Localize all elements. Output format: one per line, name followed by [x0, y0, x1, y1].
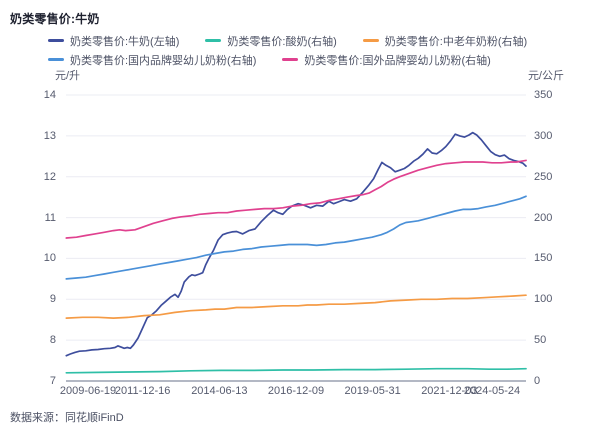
series-line [65, 131, 527, 357]
legend-line-swatch-icon [48, 58, 64, 61]
legend-line-swatch-icon [282, 58, 299, 61]
right-axis-unit-label: 元/公斤 [527, 70, 564, 82]
left-axis-unit-label: 元/升 [55, 70, 81, 82]
legend-item[interactable]: 奶类零售价:国外品牌婴幼儿奶粉(右轴) [282, 52, 491, 68]
x-axis-tick-label: 2021-12-03 [421, 385, 478, 397]
x-axis-tick-label: 2011-12-16 [114, 385, 171, 397]
left-axis-tick: 7 [49, 375, 56, 387]
legend-item-label: 奶类零售价:国外品牌婴幼儿奶粉(右轴) [304, 54, 491, 67]
left-axis-tick: 12 [43, 170, 56, 183]
right-axis-tick: 300 [534, 129, 553, 142]
right-axis-tick: 350 [534, 89, 553, 101]
series-line [65, 195, 527, 280]
x-axis-tick-label: 2016-12-09 [267, 385, 325, 397]
right-axis-tick: 200 [534, 211, 553, 224]
legend-item[interactable]: 奶类零售价:中老年奶粉(右轴) [362, 33, 528, 49]
legend-row: 奶类零售价:国内品牌婴幼儿奶粉(右轴) 奶类零售价:国外品牌婴幼儿奶粉(右轴) [48, 50, 588, 69]
legend-item-label: 奶类零售价:牛奶(左轴) [70, 35, 180, 48]
data-source-note: 数据来源：同花顺iFinD [10, 412, 124, 424]
series-line [65, 367, 527, 374]
right-axis-tick: 50 [534, 334, 547, 347]
legend-item[interactable]: 奶类零售价:牛奶(左轴) [48, 33, 179, 49]
series-line [65, 159, 527, 239]
legend-line-swatch-icon [362, 39, 379, 42]
left-axis-tick: 8 [49, 334, 56, 347]
legend-line-swatch-icon [48, 39, 64, 42]
x-axis-tick-label: 2024-05-24 [463, 385, 521, 397]
left-axis-tick: 14 [43, 89, 56, 101]
x-axis-tick-label: 2014-06-13 [191, 385, 248, 397]
legend-item-label: 奶类零售价:国内品牌婴幼儿奶粉(右轴) [70, 54, 257, 67]
right-axis-tick: 100 [534, 293, 553, 306]
legend-line-swatch-icon [205, 39, 222, 42]
legend-item[interactable]: 奶类零售价:国内品牌婴幼儿奶粉(右轴) [48, 52, 256, 68]
left-axis-tick: 10 [43, 252, 56, 265]
series-line [65, 294, 527, 319]
right-axis-tick: 150 [534, 252, 553, 265]
x-axis-tick-label: 2009-06-19 [59, 385, 117, 397]
right-axis-tick: 0 [534, 375, 541, 387]
chart-title: 奶类零售价:牛奶 [10, 12, 100, 26]
legend-row: 奶类零售价:牛奶(左轴) 奶类零售价:酸奶(右轴) 奶类零售价:中老年奶粉(右轴) [48, 31, 588, 50]
left-axis-tick: 9 [49, 293, 56, 306]
legend-item[interactable]: 奶类零售价:酸奶(右轴) [205, 33, 337, 49]
legend-item-label: 奶类零售价:酸奶(右轴) [227, 35, 337, 48]
right-axis-tick: 250 [534, 170, 553, 183]
legend-item-label: 奶类零售价:中老年奶粉(右轴) [384, 35, 528, 48]
left-axis-tick: 13 [43, 129, 56, 142]
legend: 奶类零售价:牛奶(左轴) 奶类零售价:酸奶(右轴) 奶类零售价:中老年奶粉(右轴) 奶… [48, 31, 588, 69]
left-axis-tick: 11 [44, 211, 56, 224]
x-axis-tick-label: 2019-05-31 [344, 385, 401, 397]
